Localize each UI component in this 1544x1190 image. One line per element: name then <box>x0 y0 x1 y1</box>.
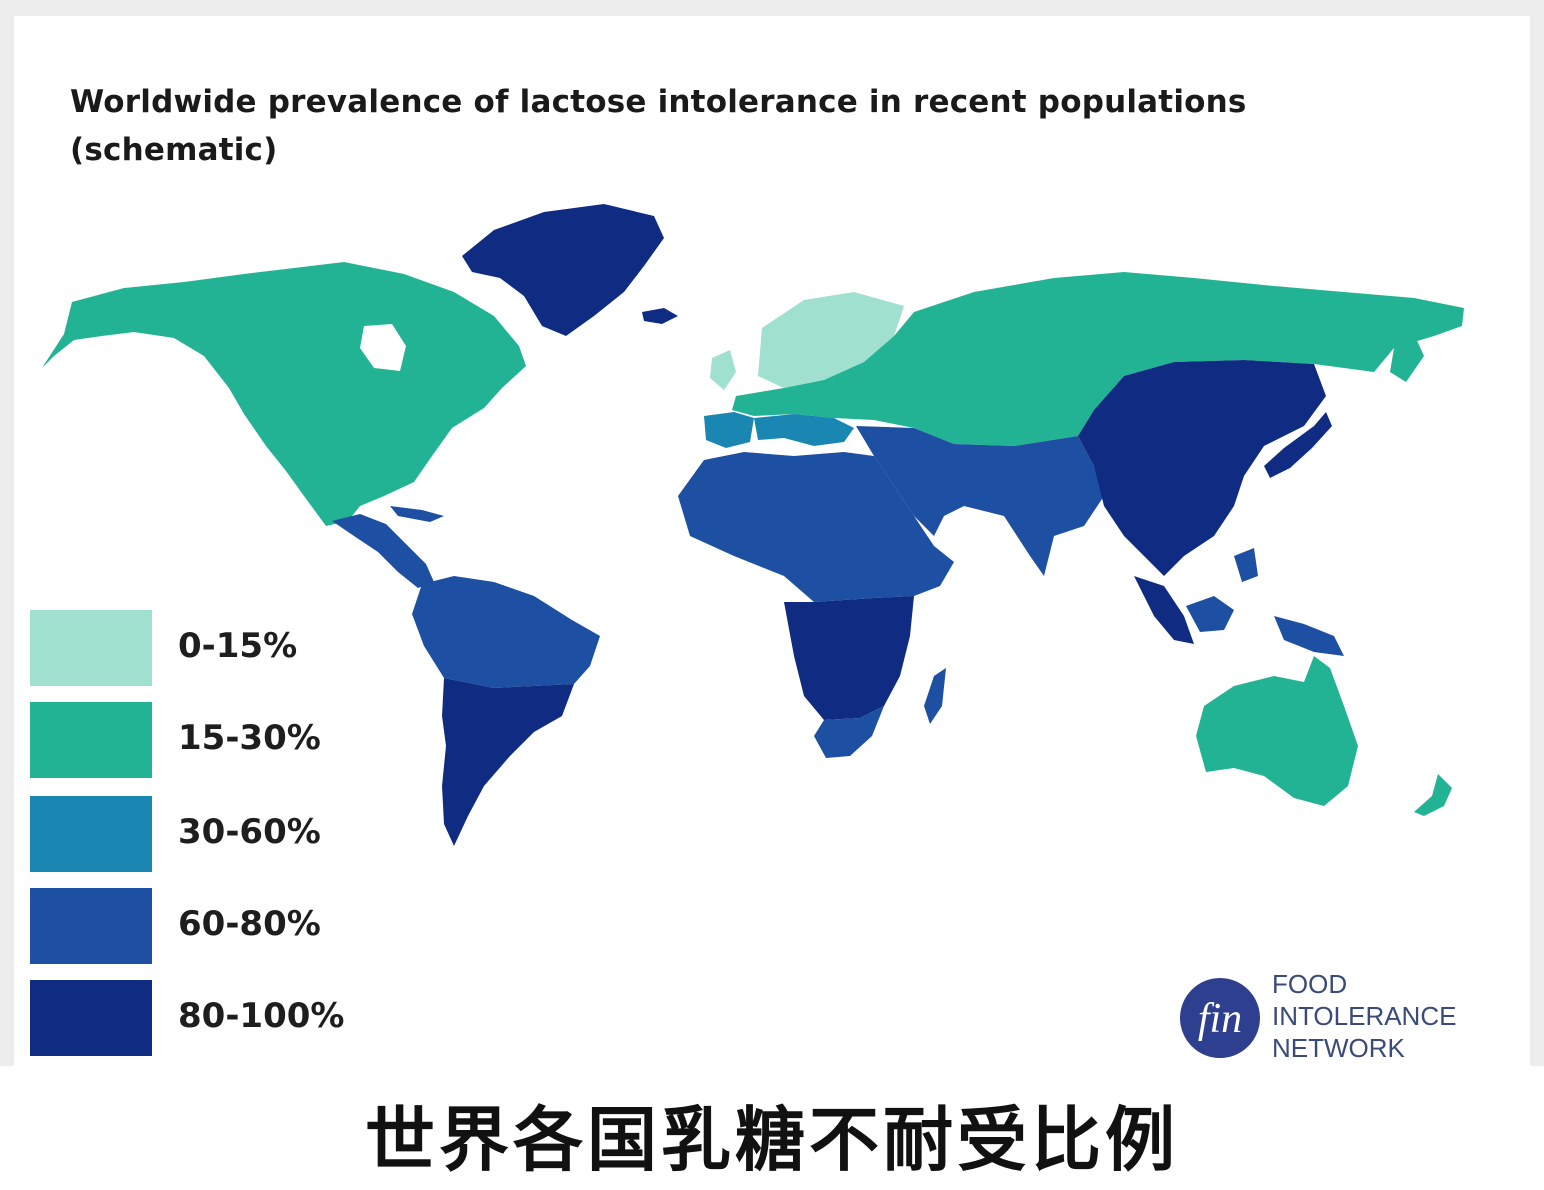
legend-item-80-100: 80-100% <box>30 980 450 1056</box>
region-australia <box>1196 656 1358 806</box>
legend-label: 15-30% <box>178 718 321 758</box>
legend-item-15-30: 15-30% <box>30 702 450 778</box>
region-europe-russia <box>732 272 1464 446</box>
region-japan <box>1264 412 1332 478</box>
region-kamchatka <box>1390 334 1424 382</box>
region-caribbean <box>390 506 444 522</box>
region-north-america <box>42 262 526 526</box>
region-greenland <box>462 204 664 336</box>
logo-line-3: NETWORK <box>1272 1033 1405 1063</box>
slide: Worldwide prevalence of lactose intolera… <box>14 16 1530 1066</box>
legend-swatch <box>30 980 152 1056</box>
legend-item-0-15: 0-15% <box>30 610 450 686</box>
region-southeast-asia <box>1134 576 1194 644</box>
legend-swatch <box>30 610 152 686</box>
region-middle-east <box>856 426 1104 576</box>
region-philippines <box>1234 548 1258 582</box>
legend-label: 60-80% <box>178 904 321 944</box>
region-new-zealand <box>1414 774 1452 816</box>
legend-label: 80-100% <box>178 996 345 1036</box>
title-line-2: (schematic) <box>70 132 278 168</box>
region-africa-south <box>784 596 914 720</box>
region-central-america <box>332 514 434 588</box>
logo-line-1: FOOD <box>1272 969 1348 999</box>
region-south-america-south <box>442 678 574 846</box>
legend-swatch <box>30 796 152 872</box>
title-line-1: Worldwide prevalence of lactose intolera… <box>70 84 1247 120</box>
region-british-isles <box>710 350 736 390</box>
fin-logo-text: FOOD INTOLERANCE NETWORK <box>1272 968 1456 1064</box>
region-iberia <box>704 412 754 448</box>
region-mediterranean <box>754 414 854 446</box>
hudson-bay <box>360 324 406 371</box>
subtitle-caption: 世界各国乳糖不耐受比例 <box>365 1099 1179 1181</box>
region-madagascar <box>924 668 946 724</box>
legend-item-60-80: 60-80% <box>30 888 450 964</box>
legend-label: 0-15% <box>178 626 298 666</box>
legend-swatch <box>30 702 152 778</box>
legend-item-30-60: 30-60% <box>30 796 450 872</box>
region-africa-tip <box>814 706 884 758</box>
region-africa-north <box>678 452 954 602</box>
logo-line-2: INTOLERANCE <box>1272 1001 1457 1031</box>
fin-logo-mark: fin <box>1180 978 1260 1058</box>
region-iceland <box>642 308 678 324</box>
region-east-asia <box>1078 360 1326 576</box>
region-south-america-north <box>412 576 600 688</box>
map-title: Worldwide prevalence of lactose intolera… <box>70 78 1370 174</box>
fin-logo-letters: fin <box>1198 996 1242 1042</box>
world-map <box>42 204 1464 846</box>
legend-label: 30-60% <box>178 812 321 852</box>
region-northern-europe <box>758 292 904 388</box>
legend-swatch <box>30 888 152 964</box>
region-borneo <box>1186 596 1234 632</box>
caption-bar: 世界各国乳糖不耐受比例 <box>0 1066 1544 1190</box>
fin-logo: fin FOOD INTOLERANCE NETWORK <box>1174 966 1514 1066</box>
region-new-guinea <box>1274 616 1344 656</box>
